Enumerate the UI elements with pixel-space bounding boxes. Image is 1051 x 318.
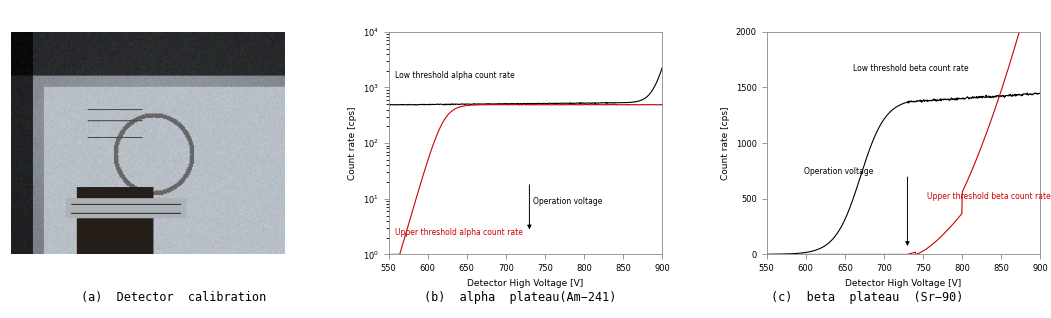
Text: (b)  alpha  plateau(Am−241): (b) alpha plateau(Am−241) — [424, 291, 617, 303]
Text: Upper threshold beta count rate: Upper threshold beta count rate — [927, 192, 1051, 201]
X-axis label: Detector High Voltage [V]: Detector High Voltage [V] — [845, 279, 962, 288]
Y-axis label: Count rate [cps]: Count rate [cps] — [348, 106, 357, 180]
Text: (c)  beta  plateau  (Sr−90): (c) beta plateau (Sr−90) — [770, 291, 964, 303]
Text: Low threshold beta count rate: Low threshold beta count rate — [852, 64, 968, 73]
Text: Upper threshold alpha count rate: Upper threshold alpha count rate — [395, 228, 522, 237]
Text: Low threshold alpha count rate: Low threshold alpha count rate — [395, 71, 515, 80]
X-axis label: Detector High Voltage [V]: Detector High Voltage [V] — [468, 279, 583, 288]
Text: Operation voltage: Operation voltage — [804, 167, 873, 176]
Text: (a)  Detector  calibration: (a) Detector calibration — [81, 291, 266, 303]
Text: Operation voltage: Operation voltage — [533, 197, 602, 206]
Y-axis label: Count rate [cps]: Count rate [cps] — [721, 106, 730, 180]
